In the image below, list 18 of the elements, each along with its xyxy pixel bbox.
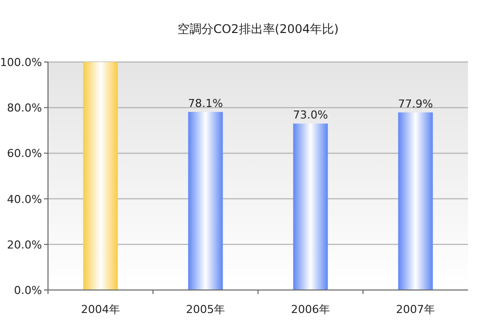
- data-label: 78.1%: [188, 96, 223, 110]
- y-tick-label: 40.0%: [7, 192, 42, 206]
- y-tick-label: 80.0%: [7, 102, 42, 115]
- x-tick-label: 2005年: [186, 303, 225, 316]
- y-tick-label: 20.0%: [7, 238, 42, 252]
- x-tick-label: 2006年: [291, 303, 330, 316]
- bar: [188, 112, 223, 290]
- chart-title: 空調分CO2排出率(2004年比): [177, 22, 339, 36]
- x-tick-label: 2004年: [81, 303, 120, 316]
- data-label: 77.9%: [398, 97, 433, 110]
- y-tick-label: 60.0%: [7, 147, 42, 160]
- y-tick-label: 100.0%: [0, 56, 42, 69]
- bar: [83, 62, 118, 290]
- bar: [398, 112, 433, 290]
- y-tick-label: 0.0%: [14, 284, 42, 297]
- x-tick-label: 2007年: [396, 303, 435, 316]
- data-label: 73.0%: [293, 108, 328, 122]
- bar: [293, 124, 328, 290]
